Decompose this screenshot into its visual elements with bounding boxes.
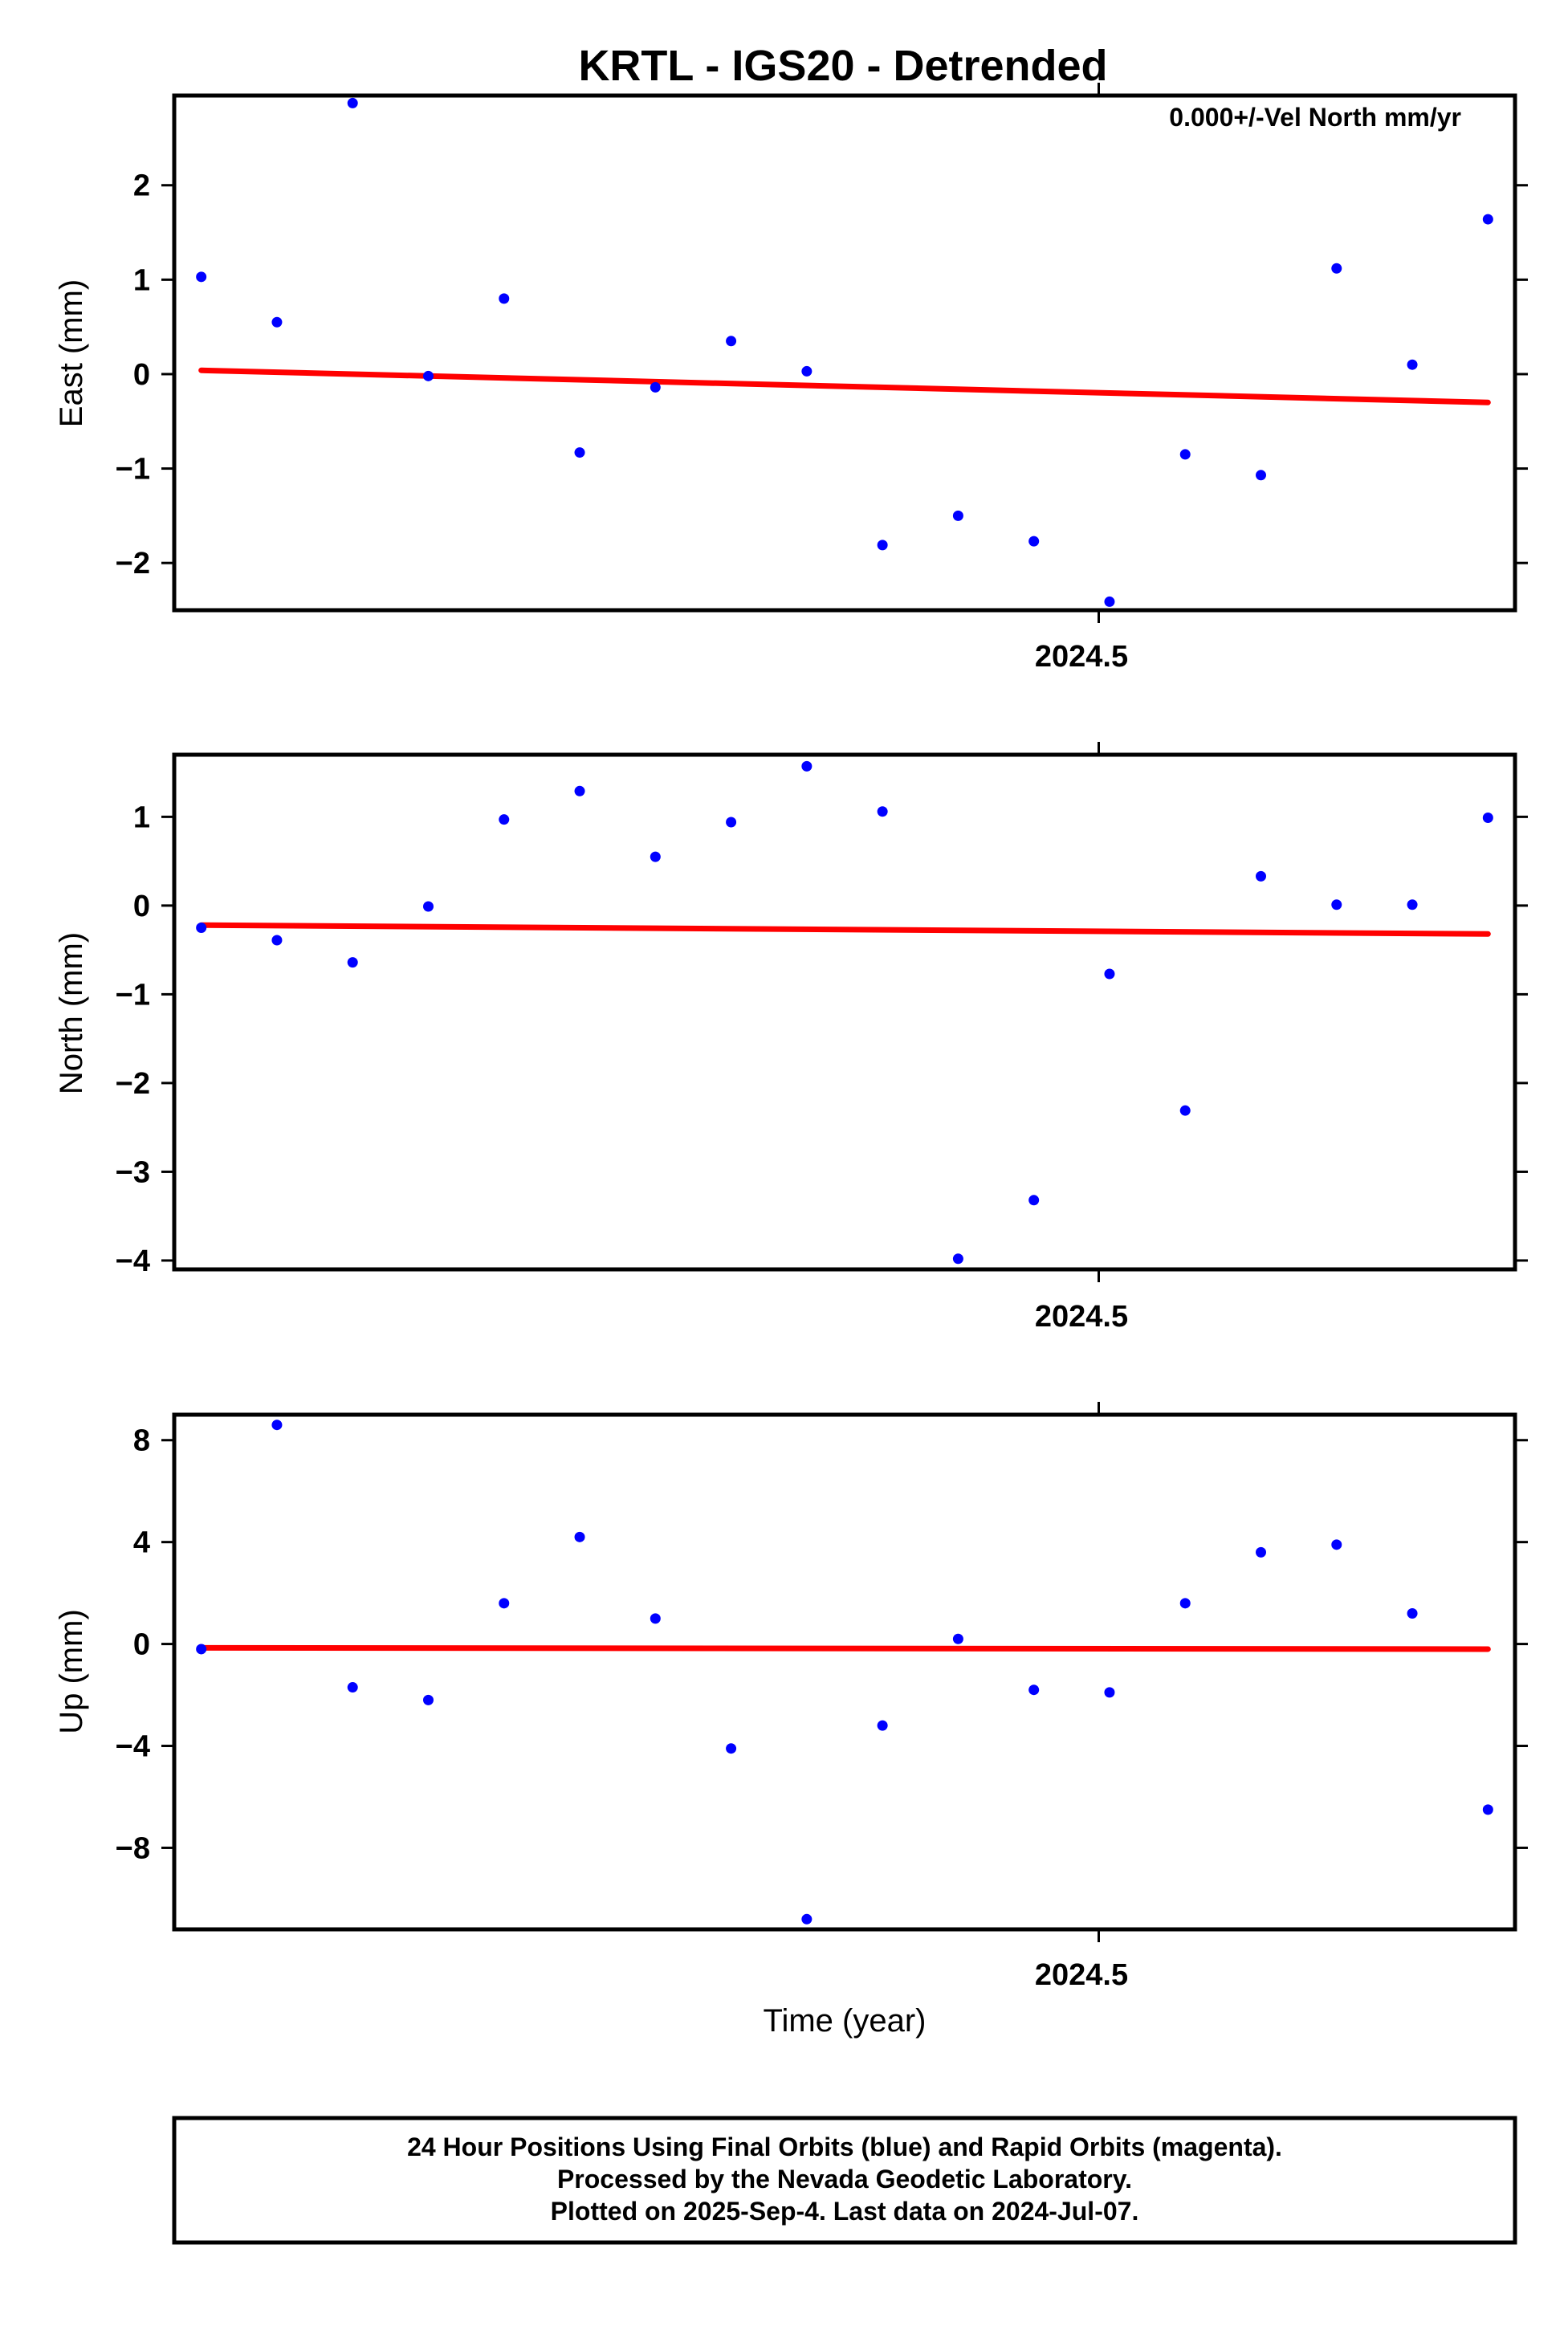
north-data-point [499, 814, 510, 825]
up-data-point [877, 1720, 888, 1731]
north-y-tick-label: −4 [116, 1244, 150, 1278]
up-data-point [726, 1743, 737, 1754]
north-data-point [574, 785, 585, 796]
up-data-point [196, 1644, 207, 1655]
up-data-point [271, 1420, 283, 1431]
footer-line-2: Processed by the Nevada Geodetic Laborat… [557, 2165, 1132, 2194]
east-data-point [1028, 536, 1040, 547]
up-data-point [499, 1598, 510, 1609]
north-data-point [1407, 899, 1418, 910]
east-data-point [1179, 449, 1191, 460]
north-y-tick-label: −3 [116, 1155, 150, 1189]
north-data-point [952, 1253, 963, 1265]
up-x-tick-label: 2024.5 [1035, 1958, 1128, 1992]
north-data-point [1482, 812, 1493, 823]
east-data-point [499, 293, 510, 304]
east-data-point [196, 271, 207, 283]
up-data-point [422, 1694, 434, 1705]
north-data-point [271, 935, 283, 946]
north-data-point [196, 923, 207, 934]
up-data-point [1104, 1687, 1115, 1698]
up-data-point [1482, 1804, 1493, 1815]
east-data-point [1407, 359, 1418, 370]
up-y-tick-label: 8 [133, 1424, 150, 1458]
north-data-point [650, 851, 661, 862]
east-data-point [271, 316, 283, 328]
up-data-point [801, 1913, 813, 1925]
north-data-point [1104, 968, 1115, 980]
north-y-tick-label: −2 [116, 1067, 150, 1101]
east-trend-line [198, 367, 1491, 405]
east-data-point [1331, 263, 1342, 274]
up-data-point [952, 1633, 963, 1644]
east-data-point [347, 97, 358, 108]
up-data-point [1331, 1539, 1342, 1550]
east-y-axis-title: East (mm) [54, 279, 89, 427]
velocity-annotation: 0.000+/-Vel North mm/yr [1169, 103, 1461, 132]
up-y-tick-label: 4 [133, 1526, 150, 1560]
east-panel-frame [172, 93, 1517, 613]
north-data-point [1331, 899, 1342, 910]
up-data-point [1256, 1546, 1267, 1558]
east-data-point [952, 510, 963, 521]
east-data-point [1104, 596, 1115, 607]
east-y-tick-label: −1 [116, 453, 150, 487]
north-data-point [422, 901, 434, 912]
north-data-point [726, 817, 737, 828]
footer-line-3: Plotted on 2025-Sep-4. Last data on 2024… [551, 2197, 1139, 2226]
east-data-point [422, 370, 434, 381]
footer-box [172, 2116, 1517, 2245]
east-data-point [726, 336, 737, 347]
east-data-point [877, 540, 888, 551]
up-data-point [1407, 1608, 1418, 1619]
north-x-tick-label: 2024.5 [1035, 1300, 1128, 1334]
east-y-tick-label: 1 [133, 263, 150, 297]
east-x-tick-label: 2024.5 [1035, 640, 1128, 674]
north-data-point [801, 760, 813, 772]
north-data-point [1179, 1105, 1191, 1116]
east-y-tick-label: −2 [116, 547, 150, 580]
east-data-point [1482, 214, 1493, 225]
chart-marks: 2 1 0 −1 −2 1 0 −1 −2 −3 −4 8 4 0 −4 −8 [116, 83, 1528, 1942]
up-data-point [650, 1613, 661, 1624]
up-data-point [347, 1682, 358, 1693]
footer-line-1: 24 Hour Positions Using Final Orbits (bl… [407, 2132, 1282, 2161]
east-data-point [650, 381, 661, 393]
up-y-tick-label: 0 [133, 1628, 150, 1662]
up-data-point [1179, 1598, 1191, 1609]
north-data-point [1256, 870, 1267, 882]
east-data-point [574, 447, 585, 458]
x-axis-title: Time (year) [764, 2003, 927, 2039]
east-y-tick-label: 0 [133, 358, 150, 392]
north-y-tick-label: 0 [133, 890, 150, 923]
north-y-tick-label: −1 [116, 978, 150, 1012]
up-panel-frame [172, 1412, 1517, 1932]
north-y-axis-title: North (mm) [54, 932, 89, 1094]
north-data-point [347, 957, 358, 968]
up-data-point [1028, 1684, 1040, 1696]
up-data-point [574, 1531, 585, 1542]
north-panel-frame [172, 752, 1517, 1272]
up-y-axis-title: Up (mm) [54, 1609, 89, 1734]
east-data-point [1256, 470, 1267, 481]
east-data-point [801, 365, 813, 377]
up-y-tick-label: −8 [116, 1831, 150, 1865]
north-data-point [877, 806, 888, 817]
north-data-point [1028, 1195, 1040, 1206]
north-trend-line [198, 922, 1491, 937]
north-y-tick-label: 1 [133, 800, 150, 834]
up-trend-line [198, 1644, 1491, 1652]
chart-title: KRTL - IGS20 - Detrended [578, 42, 1107, 90]
east-y-tick-label: 2 [133, 169, 150, 203]
up-y-tick-label: −4 [116, 1730, 150, 1764]
